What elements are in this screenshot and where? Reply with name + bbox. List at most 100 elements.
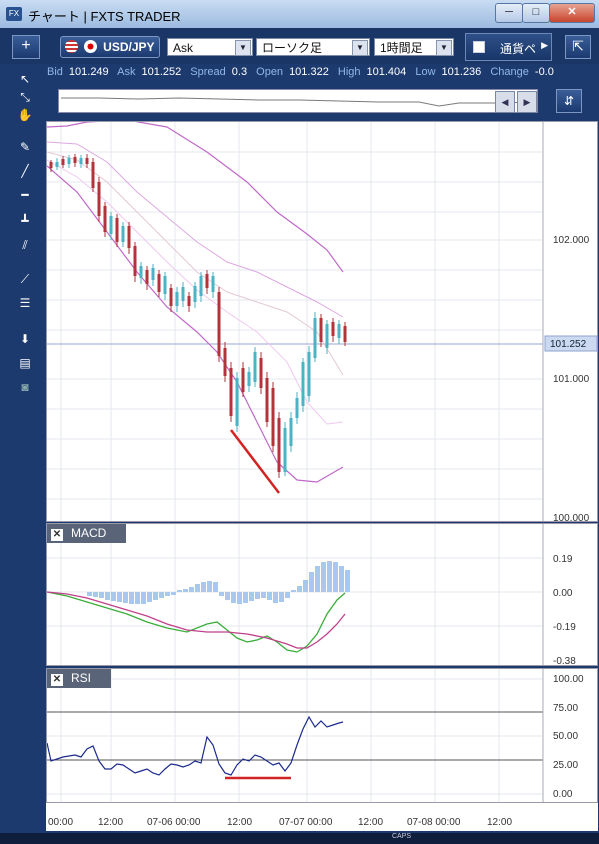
candle (271, 388, 275, 446)
time-label-1: 12:00 (98, 817, 123, 828)
channel-icon[interactable]: ⫽ (22, 238, 28, 252)
crosshair-icon[interactable]: ⤡ (20, 90, 30, 104)
maximize-button[interactable]: □ (522, 3, 550, 23)
macd-bar (291, 590, 296, 592)
macd-bar (225, 592, 230, 600)
macd-bar (87, 592, 92, 596)
candle (205, 274, 209, 288)
price-chart[interactable]: 102.000 101.000 100.000 101.252 (46, 119, 598, 524)
price-type-select[interactable]: Ask ▼ (167, 38, 253, 56)
price-label-102: 102.000 (553, 235, 590, 246)
add-chart-button[interactable]: + (12, 35, 40, 59)
hand-icon[interactable]: ✋ (17, 108, 33, 122)
price-label-100: 100.000 (553, 513, 590, 521)
camera-icon[interactable]: ◙ (21, 380, 29, 394)
rsi-panel[interactable]: 100.00 75.00 50.00 25.00 0.00 ✕ RSI (46, 668, 598, 803)
app-icon: FX (6, 7, 22, 21)
macd-panel[interactable]: 0.19 0.00 -0.19 -0.38 ✕ MACD (46, 523, 598, 667)
candle (97, 182, 101, 216)
currency-pair-label: USD/JPY (103, 40, 155, 54)
currency-pair-button[interactable]: USD/JPY (60, 36, 160, 58)
high-value: 101.404 (366, 66, 407, 78)
fan-icon[interactable]: ⟋ (20, 272, 30, 286)
time-label-2: 07-06 00:00 (147, 817, 201, 828)
macd-bar (297, 586, 302, 592)
candle (241, 368, 245, 392)
hline-icon[interactable]: ━ (21, 188, 29, 202)
low-value: 101.236 (441, 66, 482, 78)
line-icon[interactable]: ╱ (21, 164, 29, 178)
macd-bar (285, 592, 290, 598)
candle (235, 378, 239, 426)
time-axis-svg: 00:00 12:00 07-06 00:00 12:00 07-07 00:0… (48, 817, 512, 828)
candle (73, 157, 77, 163)
close-icon[interactable]: ✕ (51, 529, 63, 541)
title-bar: FX チャート | FXTS TRADER ─ □ ✕ (0, 0, 599, 29)
time-label-5: 12:00 (358, 817, 383, 828)
candle (55, 162, 59, 167)
macd-bar (345, 570, 350, 592)
chart-type-select[interactable]: ローソク足 ▼ (256, 38, 370, 56)
candle (151, 268, 155, 280)
candle (337, 324, 341, 338)
rsi-line (46, 715, 344, 776)
bid-value: 101.249 (68, 66, 109, 78)
low-label: Low (415, 66, 436, 78)
vline-icon[interactable]: ┻ (21, 214, 29, 228)
rsi-title: RSI (71, 671, 92, 685)
trendline (230, 429, 280, 494)
rsi-grid (47, 669, 543, 802)
high-label: High (337, 66, 361, 78)
list-icon[interactable]: ▤ (19, 356, 31, 370)
price-chart-svg: 102.000 101.000 100.000 101.252 (46, 119, 598, 524)
candle (331, 322, 335, 336)
minimize-button[interactable]: ─ (495, 3, 523, 23)
fib-icon[interactable]: ☰ (19, 296, 31, 310)
candle (247, 372, 251, 386)
rsi-label-0: 0.00 (553, 789, 573, 800)
detach-button[interactable]: ⇱ (565, 35, 591, 59)
macd-bar (219, 592, 224, 596)
arrow-down-icon[interactable]: ⬇ (19, 332, 31, 346)
candle (229, 368, 233, 416)
macd-bar (147, 592, 152, 602)
time-label-3: 12:00 (227, 817, 252, 828)
candle (115, 218, 119, 242)
chart-type-value: ローソク足 (262, 41, 323, 55)
pointer-icon[interactable]: ↖ (19, 72, 31, 86)
macd-bar (201, 582, 206, 592)
chart-navigator[interactable] (58, 89, 538, 113)
time-label-7: 12:00 (487, 817, 512, 828)
period-select[interactable]: 1時間足 ▼ (374, 38, 454, 56)
quote-bar: Bid 101.249 Ask 101.252 Spread 0.3 Open 101.… (47, 66, 599, 84)
macd-bar (309, 572, 314, 592)
macd-bar (177, 590, 182, 592)
pen-icon[interactable]: ✎ (19, 140, 31, 154)
nav-right-button[interactable]: ▶ (517, 91, 537, 113)
ask-value: 101.252 (141, 66, 182, 78)
currency-checkbox[interactable] (473, 41, 485, 53)
macd-bar (339, 566, 344, 592)
candle (313, 318, 317, 358)
candle (181, 287, 185, 301)
candle (253, 352, 257, 382)
sync-button[interactable]: ⇵ (556, 89, 582, 113)
chevron-down-icon: ▼ (436, 40, 452, 56)
macd-bar (255, 592, 260, 599)
macd-bar (321, 562, 326, 592)
close-button[interactable]: ✕ (549, 3, 595, 23)
period-value: 1時間足 (380, 41, 423, 55)
navigator-sparkline (61, 97, 536, 107)
close-icon[interactable]: ✕ (51, 674, 63, 686)
macd-bar (195, 584, 200, 592)
macd-bar (189, 587, 194, 592)
currency-pair-toggle[interactable]: 通貨ペ ▶ (465, 33, 552, 61)
rsi-label-100: 100.00 (553, 674, 584, 685)
macd-bar (261, 592, 266, 598)
nav-left-button[interactable]: ◀ (495, 91, 515, 113)
bid-label: Bid (47, 66, 63, 78)
main-grid (47, 122, 543, 521)
bollinger-bands (46, 119, 344, 483)
macd-chart-svg: 0.19 0.00 -0.19 -0.38 (46, 524, 576, 667)
macd-label-1: 0.00 (553, 588, 573, 599)
